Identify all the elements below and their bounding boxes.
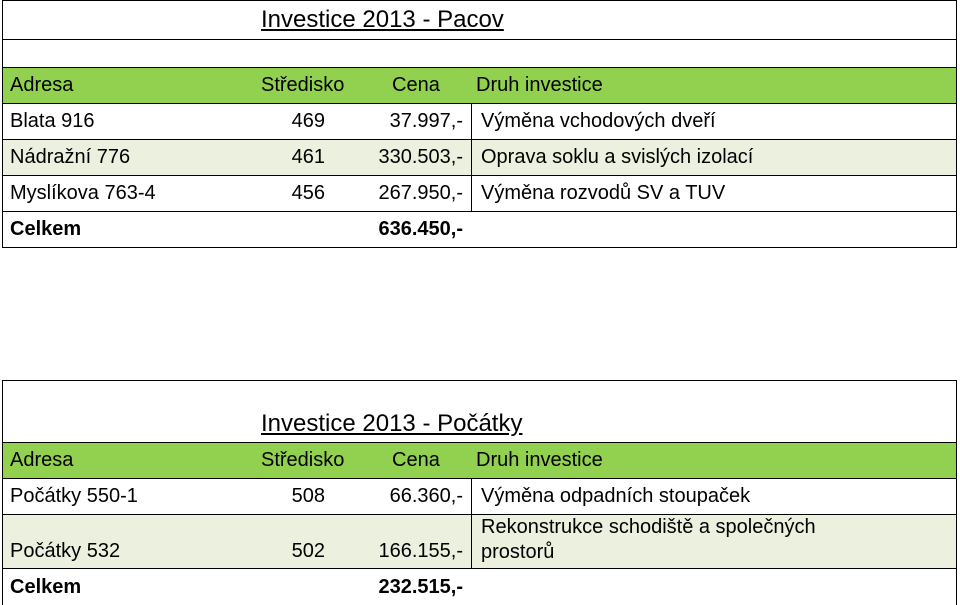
cell-stredisko: 502 (291, 540, 325, 562)
table-row: Nádražní 776 461 330.503,- Oprava soklu … (2, 140, 957, 176)
cell-cena: 37.997,- (389, 110, 463, 132)
table-title: Investice 2013 - Pacov (261, 6, 504, 33)
cell-druh: Výměna odpadních stoupaček (481, 485, 751, 507)
header-stredisko: Středisko (261, 74, 345, 96)
table-row: Počátky 532 502 166.155,- Rekonstrukce s… (2, 515, 957, 569)
header-cena: Cena (392, 74, 440, 96)
cell-stredisko: 508 (291, 485, 325, 507)
header-stredisko: Středisko (261, 449, 345, 471)
table-title-row: Investice 2013 - Počátky (2, 380, 957, 443)
header-cena: Cena (392, 449, 440, 471)
cell-adresa: Počátky 532 (10, 540, 121, 562)
header-row: Adresa Středisko Cena Druh investice (2, 68, 957, 104)
cell-cena: 66.360,- (389, 485, 463, 507)
cell-stredisko: 456 (291, 182, 325, 204)
total-value: 636.450,- (378, 218, 463, 240)
cell-druh: Rekonstrukce schodiště a společných pros… (481, 516, 816, 563)
header-adresa: Adresa (10, 449, 74, 471)
cell-druh: Výměna vchodových dveří (481, 110, 716, 132)
cell-stredisko: 461 (291, 146, 325, 168)
total-label: Celkem (10, 575, 82, 598)
table-title-row: Investice 2013 - Pacov (2, 0, 957, 40)
cell-adresa: Nádražní 776 (10, 146, 131, 168)
table-title: Investice 2013 - Počátky (261, 410, 523, 437)
cell-adresa: Počátky 550-1 (10, 485, 138, 507)
cell-stredisko: 469 (291, 110, 325, 132)
cell-cena: 166.155,- (378, 540, 463, 562)
spacer-row (2, 40, 957, 68)
cell-cena: 330.503,- (378, 146, 463, 168)
cell-adresa: Myslíkova 763-4 (10, 182, 156, 204)
total-value: 232.515,- (378, 575, 463, 598)
total-row: Celkem 636.450,- (2, 212, 957, 248)
table-row: Blata 916 469 37.997,- Výměna vchodových… (2, 104, 957, 140)
cell-cena: 267.950,- (378, 182, 463, 204)
table-row: Myslíkova 763-4 456 267.950,- Výměna roz… (2, 176, 957, 212)
header-row: Adresa Středisko Cena Druh investice (2, 443, 957, 479)
cell-druh: Výměna rozvodů SV a TUV (481, 182, 726, 204)
total-label: Celkem (10, 218, 82, 240)
header-adresa: Adresa (10, 74, 74, 96)
total-row: Celkem 232.515,- (2, 569, 957, 605)
header-druh: Druh investice (476, 449, 603, 471)
header-druh: Druh investice (476, 74, 603, 96)
cell-druh: Oprava soklu a svislých izolací (481, 146, 754, 168)
cell-adresa: Blata 916 (10, 110, 95, 132)
table-row: Počátky 550-1 508 66.360,- Výměna odpadn… (2, 479, 957, 515)
